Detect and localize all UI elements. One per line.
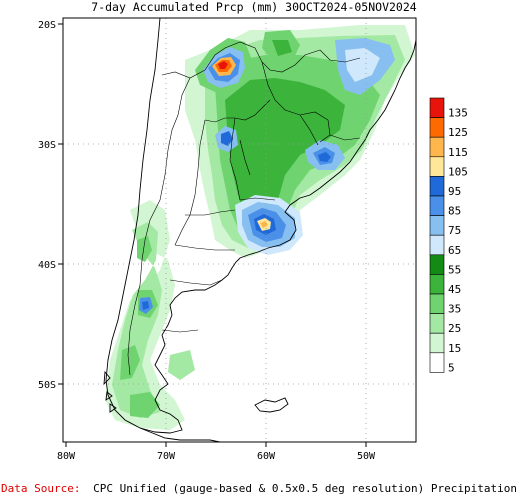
data-source-label: Data Source: <box>1 482 80 495</box>
legend-label-25: 25 <box>448 322 461 335</box>
legend-swatch-115 <box>429 136 445 158</box>
legend-label-55: 55 <box>448 263 461 276</box>
legend-label-75: 75 <box>448 224 461 237</box>
legend-swatch-25 <box>429 313 445 334</box>
lat-label-40s: 40S <box>38 260 56 271</box>
gridlines <box>63 18 416 442</box>
lon-label-60w: 60W <box>257 451 276 462</box>
legend-colorbar: 135 125 115 105 95 85 75 65 55 45 35 25 15 5 <box>429 97 468 374</box>
legend-swatch-95 <box>429 176 445 197</box>
legend-label-125: 125 <box>448 126 468 139</box>
lon-label-50w: 50W <box>357 451 376 462</box>
legend-label-65: 65 <box>448 244 461 257</box>
legend-swatch-85 <box>429 195 445 216</box>
legend-label-35: 35 <box>448 303 461 316</box>
coastlines <box>103 17 417 443</box>
legend-swatch-105 <box>429 156 445 177</box>
legend-label-135: 135 <box>448 107 468 120</box>
legend-swatch-65 <box>429 234 445 256</box>
data-source-text: CPC Unified (gauge-based & 0.5x0.5 deg r… <box>93 482 523 495</box>
lat-label-30s: 30S <box>38 140 56 151</box>
legend-swatch-125 <box>429 117 445 138</box>
legend-swatch-35 <box>429 293 445 314</box>
legend-label-15: 15 <box>448 342 461 355</box>
legend-label-115: 115 <box>448 146 468 159</box>
legend-swatch-55 <box>429 254 445 275</box>
legend-swatch-135 <box>429 97 445 118</box>
legend-label-5: 5 <box>448 361 455 374</box>
borders <box>127 41 361 376</box>
legend-label-105: 105 <box>448 165 468 178</box>
map-title: 7-day Accumulated Prcp (mm) 30OCT2024-05… <box>91 0 416 14</box>
legend-label-95: 95 <box>448 185 461 198</box>
legend-label-45: 45 <box>448 283 461 296</box>
legend-swatch-45 <box>429 274 445 295</box>
lat-label-20s: 20S <box>38 20 56 31</box>
lon-label-70w: 70W <box>157 451 176 462</box>
lon-label-80w: 80W <box>57 451 76 462</box>
legend-label-85: 85 <box>448 205 461 218</box>
plot-area: 20S 30S 40S 50S 80W 70W 60W 50W <box>38 17 417 462</box>
lat-label-50s: 50S <box>38 380 56 391</box>
legend-swatch-15 <box>429 332 445 354</box>
legend-swatch-5 <box>429 352 445 373</box>
data-source-line: Data Source: CPC Unified (gauge-based & … <box>1 482 523 495</box>
legend-swatch-75 <box>429 215 445 236</box>
